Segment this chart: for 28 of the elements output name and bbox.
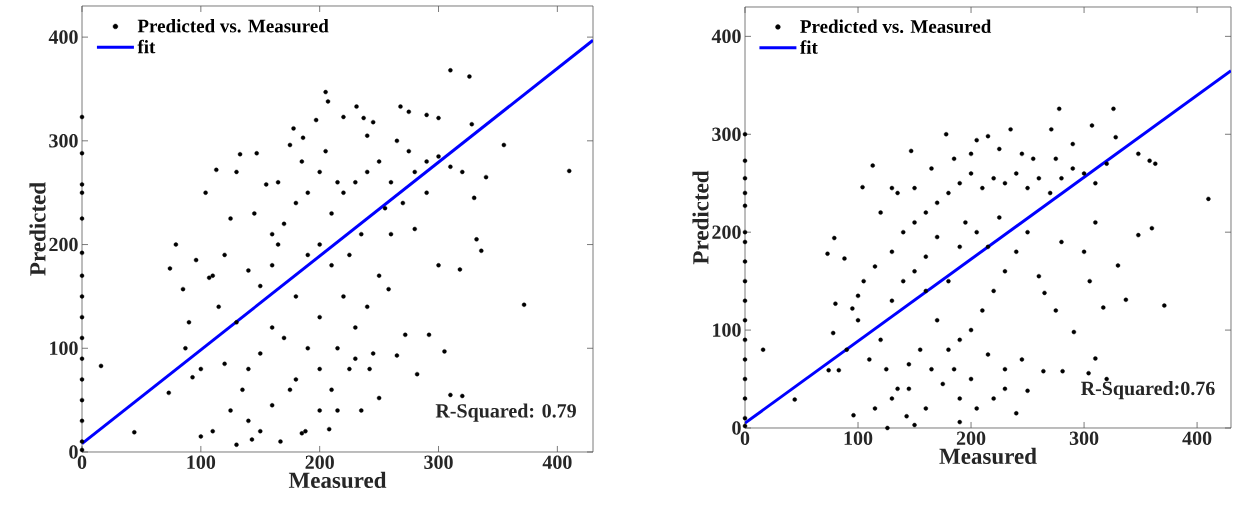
x-tick-label: 100 [187,455,216,470]
y-tick-label: 100 [50,341,78,356]
x-axis-title: Measured [288,471,387,489]
x-tick-label: 300 [1069,431,1099,446]
x-tick-label: 400 [542,455,572,470]
legend-label: fit [800,40,818,54]
y-tick-label: 400 [711,29,741,44]
y-tick-label: 300 [49,134,78,148]
x-axis-title: Measured [939,447,1037,465]
annotation: R-Squared:0.76 [1081,381,1215,400]
x-tick-label: 400 [1182,431,1212,446]
y-tick-label: 200 [49,237,78,252]
legend-label: Predicted vs. Measured [137,19,329,33]
y-tick-label: 300 [712,127,741,142]
y-tick-label: 0 [732,421,741,435]
x-tick-label: 200 [956,431,986,446]
y-tick-label: 400 [48,30,78,44]
y-axis-title: Predicted [29,182,46,276]
legend-label: fit [137,39,156,54]
annotation: R-Squared: 0.79 [435,403,576,422]
y-tick-label: 100 [713,323,741,337]
x-tick-label: 100 [844,431,873,446]
y-tick-label: 0 [69,445,78,459]
x-tick-label: 300 [424,455,453,470]
y-tick-label: 200 [712,225,741,239]
x-tick-label: 200 [305,455,334,470]
y-axis-title: Predicted [692,170,709,265]
legend-label: Predicted vs. Measured [800,19,992,34]
